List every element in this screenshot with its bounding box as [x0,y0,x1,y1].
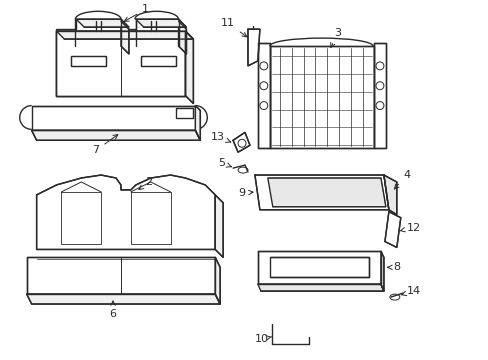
Polygon shape [27,257,215,294]
Polygon shape [254,175,388,210]
Polygon shape [71,56,106,66]
Text: 11: 11 [221,18,246,37]
Polygon shape [175,108,193,118]
Text: 10: 10 [254,334,271,344]
Text: 8: 8 [386,262,400,272]
Polygon shape [56,31,185,96]
Polygon shape [136,19,186,27]
Text: 14: 14 [400,286,420,296]
Text: 3: 3 [330,28,340,48]
Polygon shape [383,175,396,215]
Polygon shape [384,212,400,247]
Text: 13: 13 [211,132,230,143]
Polygon shape [195,105,200,140]
Polygon shape [76,19,121,46]
Text: 4: 4 [394,170,409,189]
Text: 12: 12 [400,222,420,233]
Polygon shape [136,19,178,46]
Polygon shape [380,251,383,291]
Polygon shape [178,21,186,54]
Polygon shape [56,31,193,39]
Polygon shape [257,251,380,284]
Polygon shape [373,43,385,148]
Polygon shape [215,257,220,304]
Text: 5: 5 [218,158,231,168]
Polygon shape [37,175,215,249]
Polygon shape [257,284,383,291]
Polygon shape [269,46,373,148]
Polygon shape [233,132,249,152]
Polygon shape [267,178,385,207]
Polygon shape [247,29,259,66]
Polygon shape [215,195,223,257]
Polygon shape [76,19,129,27]
Polygon shape [32,105,195,130]
Polygon shape [185,31,193,104]
Text: 6: 6 [109,301,116,319]
Polygon shape [121,21,129,54]
Text: 2: 2 [139,177,152,190]
Polygon shape [27,294,220,304]
Polygon shape [257,43,269,148]
Text: 1: 1 [124,4,149,21]
Text: 7: 7 [92,135,118,155]
Polygon shape [269,257,368,277]
Polygon shape [32,130,200,140]
Polygon shape [141,56,175,66]
Polygon shape [56,29,185,96]
Text: 9: 9 [238,188,252,198]
